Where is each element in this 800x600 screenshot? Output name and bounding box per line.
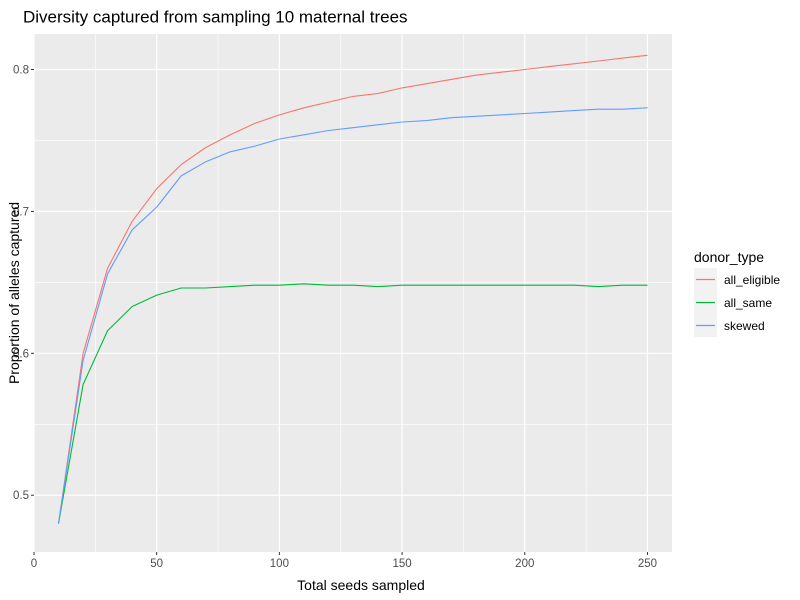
y-tick-label: 0.5 [13, 490, 29, 502]
y-axis: 0.5 0.6 0.7 0.8 [13, 64, 34, 502]
x-tick-label: 150 [392, 558, 411, 570]
y-tick-label: 0.7 [13, 206, 29, 218]
legend-label-skewed: skewed [724, 319, 765, 333]
chart-title: Diversity captured from sampling 10 mate… [23, 8, 408, 27]
series-line-all-same [57, 283, 648, 524]
legend-title: donor_type [694, 249, 764, 265]
x-tick-label: 200 [515, 558, 534, 570]
y-axis-title: Proportion of alleles captured [6, 202, 22, 384]
plot-panel [34, 34, 672, 552]
legend-label-all-same: all_same [724, 296, 772, 310]
x-axis: 0 50 100 150 200 250 [31, 552, 657, 570]
y-tick-label: 0.6 [13, 348, 29, 360]
x-tick-label: 50 [150, 558, 163, 570]
legend-label-all-eligible: all_eligible [724, 273, 780, 287]
series-line-skewed [57, 107, 648, 524]
series-line-all-eligible [57, 54, 648, 524]
x-tick-label: 250 [638, 558, 657, 570]
x-tick-label: 100 [270, 558, 289, 570]
x-axis-title: Total seeds sampled [297, 577, 425, 593]
x-tick-label: 0 [31, 558, 37, 570]
grid-major [33, 34, 672, 552]
grid-minor [34, 34, 672, 552]
y-tick-label: 0.8 [13, 64, 29, 76]
series-lines [57, 54, 648, 524]
